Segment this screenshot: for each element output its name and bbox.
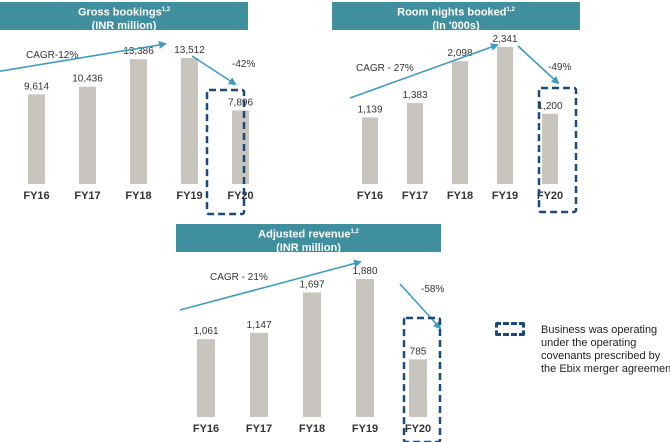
chart1-category-label: FY17 bbox=[402, 190, 428, 202]
chart1-bar-fy18 bbox=[452, 61, 468, 185]
chart0-decline-label: -42% bbox=[232, 59, 255, 70]
chart0-value-label: 10,436 bbox=[72, 74, 103, 85]
chart1-decline-label: -49% bbox=[548, 62, 571, 73]
chart0-fy20-highlight-box bbox=[205, 88, 246, 216]
chart1-value-label: 1,200 bbox=[537, 101, 562, 112]
chart2-value-label: 1,697 bbox=[299, 279, 324, 290]
chart2-cagr-arrow bbox=[179, 259, 362, 311]
chart2-category-label: FY16 bbox=[193, 423, 219, 435]
chart2-category-label: FY19 bbox=[352, 423, 378, 435]
chart2-bar-fy17 bbox=[250, 332, 268, 417]
chart1-decline-arrow bbox=[517, 45, 560, 85]
chart0-category-label: FY20 bbox=[227, 190, 253, 202]
chart1-bar-fy17 bbox=[407, 103, 423, 184]
chart2-decline-arrow bbox=[399, 283, 442, 330]
gross-bookings-title-sup: 1,2 bbox=[161, 7, 171, 13]
chart2-bar-fy18 bbox=[303, 292, 321, 417]
adjusted-revenue-header: Adjusted revenue1,2 (INR million) bbox=[176, 224, 441, 254]
chart2-value-label: 1,061 bbox=[193, 326, 218, 337]
chart0-value-label: 9,614 bbox=[24, 81, 49, 92]
gross-bookings-header: Gross bookings1,2 (INR million) bbox=[0, 2, 248, 32]
chart2-bar-fy20 bbox=[409, 359, 427, 417]
chart2-category-label: FY17 bbox=[246, 423, 272, 435]
chart0-cagr-label: CAGR-12% bbox=[26, 50, 78, 61]
chart2-value-label: 1,880 bbox=[352, 266, 377, 277]
room-nights-subtitle: (In '000s) bbox=[432, 19, 480, 32]
gross-bookings-title: Gross bookings bbox=[77, 6, 162, 19]
room-nights-header: Room nights booked1,2 (In '000s) bbox=[332, 2, 580, 32]
chart1-bar-fy19 bbox=[497, 47, 513, 184]
gross-bookings-subtitle: (INR million) bbox=[91, 19, 157, 32]
chart1-category-label: FY19 bbox=[492, 190, 518, 202]
chart2-value-label: 785 bbox=[410, 346, 427, 357]
chart0-cagr-arrow bbox=[0, 41, 167, 72]
legend-dashed-box-swatch bbox=[495, 322, 525, 336]
chart0-category-label: FY16 bbox=[23, 190, 49, 202]
room-nights-title-sup: 1,2 bbox=[506, 7, 515, 13]
chart0-bar-fy19 bbox=[181, 58, 198, 184]
chart2-cagr-label: CAGR - 21% bbox=[210, 272, 268, 283]
chart2-decline-label: -58% bbox=[421, 284, 444, 295]
adjusted-revenue-title: Adjusted revenue bbox=[258, 228, 351, 241]
chart1-cagr-label: CAGR - 27% bbox=[356, 63, 414, 74]
legend-text: Business was operating under the operati… bbox=[541, 324, 670, 375]
chart1-value-label: 1,383 bbox=[402, 90, 427, 101]
chart2-bar-fy16 bbox=[197, 339, 215, 417]
chart0-value-label: 7,896 bbox=[228, 97, 253, 108]
chart0-bar-fy16 bbox=[28, 94, 45, 184]
chart1-value-label: 2,098 bbox=[447, 48, 472, 59]
chart1-value-label: 1,139 bbox=[357, 104, 382, 115]
chart1-bar-fy16 bbox=[362, 117, 378, 184]
chart1-category-label: FY20 bbox=[537, 190, 563, 202]
chart0-category-label: FY19 bbox=[176, 190, 202, 202]
chart1-value-label: 2,341 bbox=[492, 34, 517, 45]
chart2-category-label: FY18 bbox=[299, 423, 325, 435]
chart0-decline-arrow bbox=[191, 55, 237, 86]
chart1-category-label: FY18 bbox=[447, 190, 473, 202]
chart0-category-label: FY18 bbox=[125, 190, 151, 202]
adjusted-revenue-subtitle: (INR million) bbox=[276, 241, 341, 254]
chart0-bar-fy18 bbox=[130, 59, 147, 184]
chart1-cagr-arrow bbox=[349, 43, 499, 99]
chart0-bar-fy17 bbox=[79, 86, 96, 184]
chart1-fy20-highlight-box bbox=[537, 86, 578, 214]
chart2-fy20-highlight-box bbox=[402, 316, 442, 442]
chart0-value-label: 13,512 bbox=[174, 45, 205, 56]
chart0-value-label: 13,386 bbox=[123, 46, 154, 57]
chart1-bar-fy20 bbox=[542, 113, 558, 184]
chart2-value-label: 1,147 bbox=[246, 320, 271, 331]
room-nights-title: Room nights booked bbox=[397, 6, 507, 19]
chart0-category-label: FY17 bbox=[74, 190, 100, 202]
chart1-category-label: FY16 bbox=[357, 190, 383, 202]
chart2-bar-fy19 bbox=[356, 279, 374, 417]
chart2-category-label: FY20 bbox=[405, 423, 431, 435]
adjusted-revenue-title-sup: 1,2 bbox=[350, 229, 359, 235]
